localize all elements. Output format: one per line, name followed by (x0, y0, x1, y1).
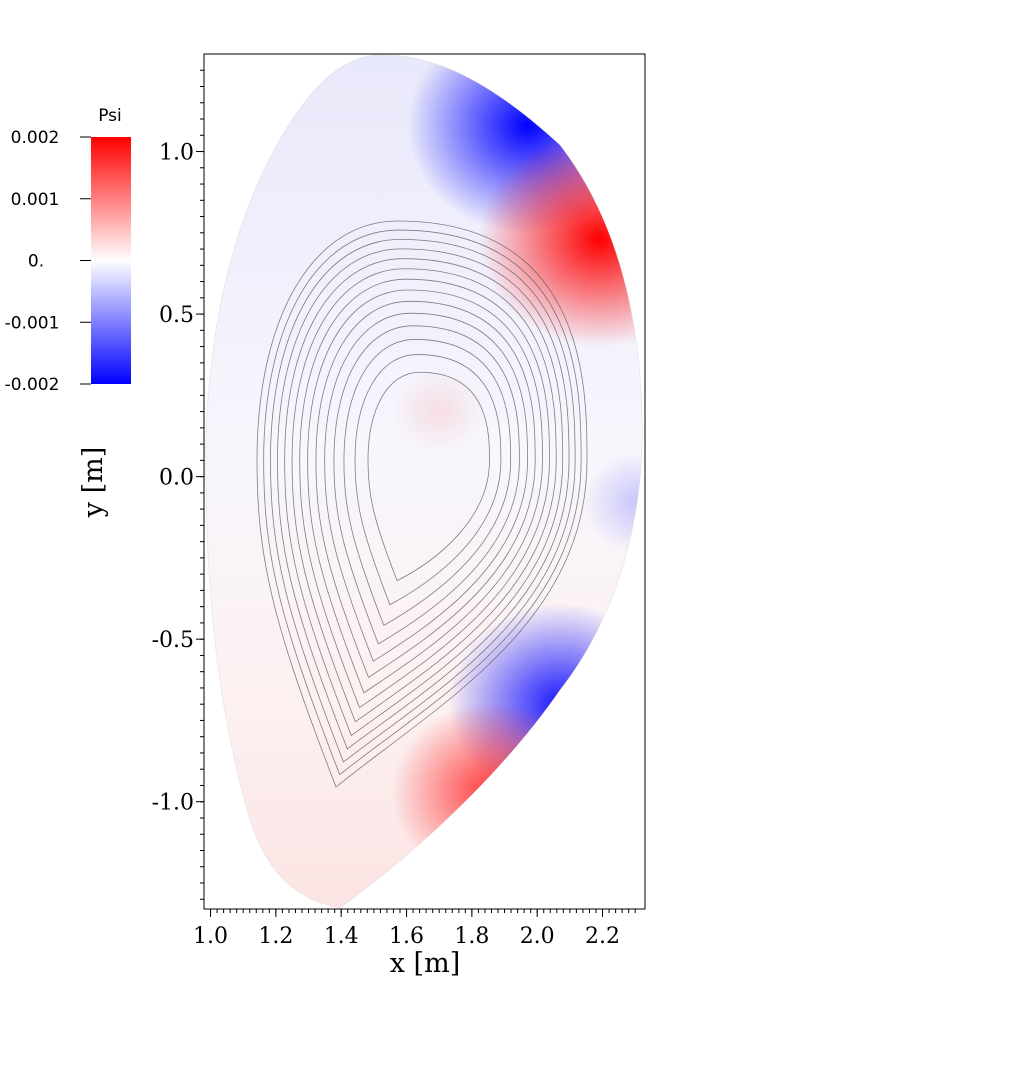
colorbar-label: -0.002 (5, 375, 60, 395)
colorbar: Psi 0.002 0.001 0. -0.001 -0.002 (5, 106, 131, 395)
colorbar-label: -0.001 (5, 313, 60, 333)
field-hotspot (582, 452, 643, 554)
flux-surface (263, 229, 582, 776)
flux-surface (277, 248, 570, 750)
flux-surface (256, 220, 588, 788)
x-tick-label: 1.2 (258, 924, 293, 949)
flux-surface (315, 300, 536, 679)
flux-surface (343, 339, 512, 626)
flux-surface (284, 258, 564, 737)
x-tick-label: 1.6 (389, 924, 424, 949)
flux-surface (354, 354, 502, 606)
x-tick-label: 1.8 (454, 924, 489, 949)
y-tick-label: -1.0 (152, 791, 194, 816)
flux-surface (324, 312, 528, 662)
y-tick-label: 0.0 (159, 466, 194, 491)
flux-surface (333, 325, 520, 645)
flux-surface (299, 278, 550, 709)
x-tick-label: 1.0 (193, 924, 228, 949)
x-tick-label: 2.0 (520, 924, 555, 949)
field-hotspot (391, 368, 488, 455)
plot-frame (203, 53, 646, 910)
y-axis-title: y [m] (78, 447, 109, 519)
field-hotspot (479, 131, 643, 348)
x-tick-label: 1.4 (324, 924, 359, 949)
y-axis: 1.0 0.5 0.0 -0.5 -1.0 (152, 69, 204, 900)
x-tick-label: 2.2 (585, 924, 620, 949)
y-tick-label: 1.0 (159, 141, 194, 166)
colorbar-label: 0.002 (11, 128, 60, 148)
colorbar-gradient (91, 137, 131, 384)
colorbar-label: 0. (28, 252, 44, 272)
colorbar-title: Psi (98, 106, 122, 126)
y-tick-label: -0.5 (152, 628, 194, 653)
flux-surface (307, 289, 543, 694)
flux-surface (367, 371, 490, 582)
x-axis-title: x [m] (390, 948, 460, 979)
flux-surfaces (256, 220, 588, 788)
y-tick-label: 0.5 (159, 303, 194, 328)
colorbar-label: 0.001 (11, 190, 60, 210)
x-axis: 1.0 1.2 1.4 1.6 1.8 2.0 2.2 (193, 909, 636, 949)
field-hotspot (391, 701, 592, 882)
flux-surface (291, 268, 557, 723)
flux-surface (270, 238, 576, 763)
